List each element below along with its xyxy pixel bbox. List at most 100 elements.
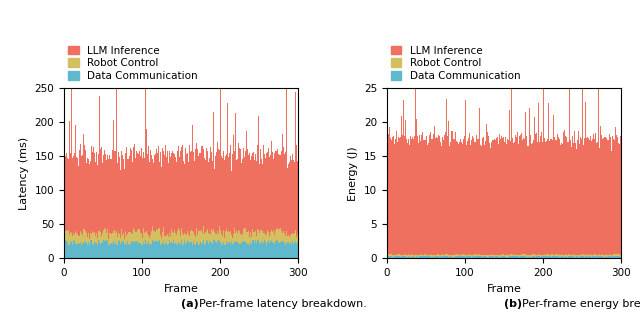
Bar — [297, 242, 298, 258]
Bar — [408, 256, 409, 258]
Bar — [511, 57, 512, 254]
Bar — [387, 256, 388, 258]
Bar — [456, 255, 457, 256]
Bar — [293, 160, 294, 234]
Bar — [392, 137, 393, 255]
Bar — [432, 256, 433, 258]
Bar — [403, 100, 404, 255]
Bar — [167, 245, 168, 258]
Bar — [291, 159, 292, 234]
Bar — [523, 138, 524, 255]
Bar — [613, 139, 614, 255]
Bar — [520, 256, 522, 258]
Bar — [582, 256, 583, 258]
Bar — [73, 233, 74, 240]
Bar — [72, 245, 73, 258]
Bar — [69, 245, 70, 258]
Bar — [134, 231, 135, 245]
Bar — [428, 143, 429, 255]
Y-axis label: Latency (ms): Latency (ms) — [19, 137, 29, 210]
Bar — [117, 163, 118, 237]
Bar — [602, 256, 604, 258]
Bar — [465, 257, 466, 258]
Bar — [232, 244, 233, 258]
Bar — [506, 139, 508, 255]
Bar — [501, 257, 502, 258]
Bar — [167, 151, 168, 233]
Bar — [253, 240, 254, 258]
Bar — [572, 255, 573, 256]
Bar — [80, 242, 81, 258]
Bar — [174, 244, 175, 258]
Bar — [564, 257, 565, 258]
Bar — [227, 244, 228, 258]
Bar — [454, 255, 455, 257]
Bar — [545, 256, 547, 258]
Bar — [147, 243, 148, 258]
Bar — [131, 150, 132, 233]
Bar — [242, 241, 243, 258]
Bar — [577, 255, 579, 256]
Bar — [618, 143, 619, 255]
Bar — [531, 140, 532, 255]
Bar — [138, 229, 140, 243]
Bar — [157, 153, 158, 230]
Bar — [260, 243, 261, 258]
Bar — [523, 255, 524, 256]
Bar — [122, 155, 123, 235]
Bar — [474, 256, 475, 258]
Bar — [240, 234, 241, 244]
Bar — [613, 255, 614, 256]
Bar — [481, 146, 482, 255]
Bar — [493, 140, 494, 255]
Bar — [186, 154, 187, 236]
Bar — [600, 255, 601, 256]
Bar — [411, 141, 412, 255]
Bar — [400, 256, 401, 258]
Bar — [113, 233, 115, 243]
Bar — [463, 256, 465, 258]
Bar — [173, 233, 174, 240]
Bar — [423, 140, 424, 255]
Bar — [90, 233, 91, 240]
Bar — [230, 244, 231, 258]
Bar — [540, 257, 541, 258]
Bar — [273, 159, 274, 230]
Bar — [293, 234, 294, 243]
Bar — [397, 256, 398, 258]
Bar — [397, 255, 398, 256]
Bar — [224, 160, 225, 238]
Bar — [138, 154, 140, 229]
Bar — [200, 153, 201, 232]
Bar — [202, 232, 204, 243]
Bar — [394, 256, 395, 258]
Bar — [147, 154, 148, 234]
Bar — [413, 136, 415, 255]
Bar — [404, 256, 405, 258]
Bar — [440, 255, 441, 256]
Bar — [160, 235, 161, 245]
Bar — [268, 148, 269, 232]
Bar — [606, 256, 607, 258]
Bar — [533, 256, 534, 258]
Bar — [83, 134, 84, 229]
Bar — [566, 255, 568, 257]
Bar — [256, 243, 257, 258]
Bar — [425, 256, 426, 258]
Bar — [526, 257, 527, 258]
Bar — [214, 232, 215, 240]
Bar — [176, 244, 177, 258]
Bar — [154, 241, 155, 258]
Bar — [279, 229, 280, 243]
Bar — [112, 150, 113, 232]
Bar — [438, 256, 440, 258]
Bar — [109, 154, 111, 231]
Bar — [437, 138, 438, 255]
Bar — [123, 241, 124, 258]
Bar — [223, 151, 224, 230]
Bar — [202, 146, 204, 232]
Bar — [140, 156, 141, 233]
Bar — [197, 235, 198, 242]
Bar — [200, 242, 201, 258]
Bar — [123, 233, 124, 241]
